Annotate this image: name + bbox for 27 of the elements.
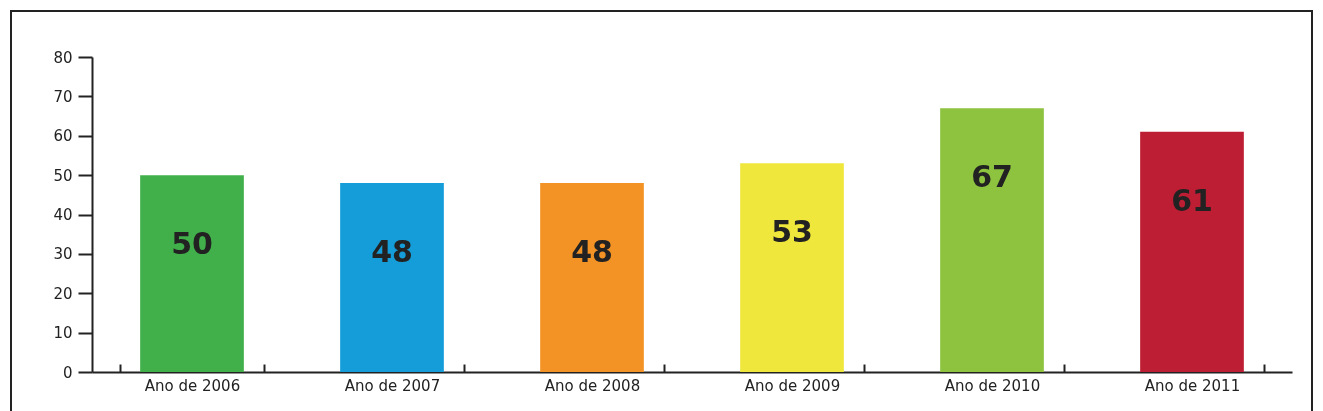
bar bbox=[940, 108, 1044, 372]
data-label: 53 bbox=[771, 214, 813, 250]
x-tick-label: Ano de 2008 bbox=[544, 376, 641, 395]
y-tick-label: 40 bbox=[53, 206, 73, 224]
bar bbox=[340, 183, 444, 372]
y-tick-label: 10 bbox=[53, 324, 73, 343]
bar bbox=[540, 183, 644, 372]
x-tick-label: Ano de 2007 bbox=[344, 376, 441, 395]
data-label: 48 bbox=[571, 234, 613, 269]
x-tick-label: Ano de 2010 bbox=[944, 376, 1041, 395]
y-tick-label: 20 bbox=[53, 284, 73, 303]
data-label: 61 bbox=[1171, 182, 1213, 218]
bar bbox=[1140, 131, 1244, 372]
x-tick-label: Ano de 2006 bbox=[144, 376, 241, 395]
x-tick-label: Ano de 2009 bbox=[744, 376, 841, 395]
data-label: 48 bbox=[371, 234, 413, 269]
y-tick-label: 70 bbox=[53, 87, 73, 106]
y-tick-label: 30 bbox=[53, 245, 73, 264]
bar bbox=[740, 163, 844, 372]
x-tick-label: Ano de 2011 bbox=[1144, 376, 1241, 395]
data-label: 50 bbox=[171, 226, 213, 262]
y-tick-label: 50 bbox=[53, 166, 73, 185]
y-tick-label: 60 bbox=[53, 127, 73, 146]
y-tick-label: 0 bbox=[62, 363, 73, 382]
y-tick-label: 80 bbox=[53, 48, 73, 67]
data-label: 67 bbox=[971, 159, 1013, 195]
bar bbox=[140, 175, 244, 372]
